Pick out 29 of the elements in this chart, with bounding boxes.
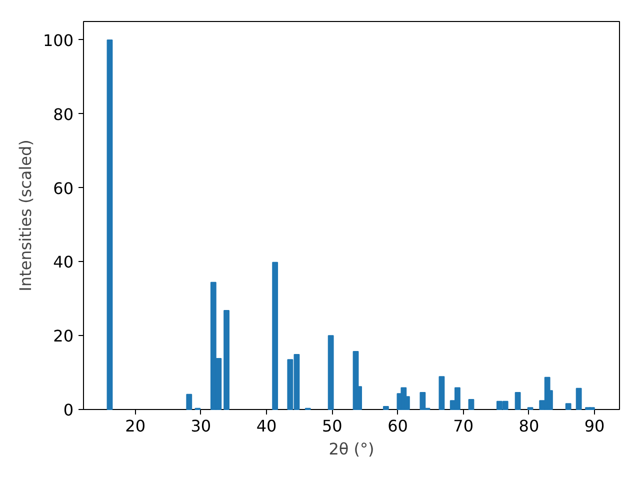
bar <box>272 262 278 410</box>
bar <box>514 392 521 410</box>
bar <box>454 387 460 410</box>
y-tick-label: 100 <box>42 30 74 50</box>
bar <box>186 394 192 410</box>
x-tick-label: 50 <box>322 416 342 436</box>
bar <box>224 310 230 410</box>
x-axis-title: 2θ (°) <box>328 440 374 458</box>
x-tick-label: 40 <box>256 416 277 436</box>
bar <box>106 39 113 410</box>
x-tick-label: 30 <box>190 416 212 436</box>
y-tick-label: 0 <box>63 400 74 420</box>
x-tick-label: 80 <box>518 416 540 436</box>
y-tick-label: 80 <box>53 104 74 124</box>
bar <box>328 335 334 410</box>
bar <box>468 399 474 410</box>
bar <box>420 392 426 410</box>
bar <box>438 376 445 410</box>
y-tick-label: 60 <box>53 178 74 198</box>
x-tick-label: 20 <box>125 416 146 436</box>
bar <box>565 403 572 410</box>
y-axis-title: Intensities (scaled) <box>16 140 35 292</box>
x-tick-label: 70 <box>453 416 474 436</box>
y-tick-label: 40 <box>53 252 74 272</box>
x-tick-label: 60 <box>388 416 408 436</box>
bar <box>576 388 582 410</box>
x-tick-label: 90 <box>584 416 605 436</box>
bar <box>382 406 389 410</box>
y-tick-label: 20 <box>53 326 74 346</box>
